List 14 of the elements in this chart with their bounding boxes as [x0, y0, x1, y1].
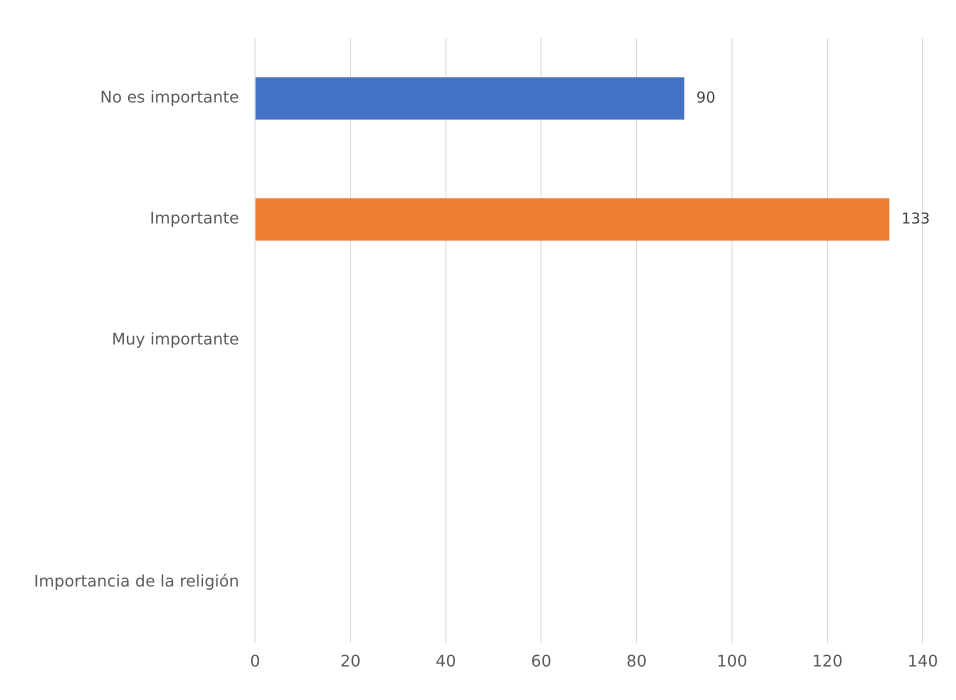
x-tick-label: 0 — [250, 652, 260, 671]
x-tick-label: 100 — [716, 652, 748, 671]
x-tick-label: 120 — [812, 652, 843, 671]
y-tick-label: Importancia de la religión — [34, 571, 240, 590]
x-tick-label: 140 — [907, 652, 938, 671]
x-tick-label: 40 — [436, 652, 456, 671]
x-tick-label: 60 — [531, 652, 552, 671]
x-tick-label: 20 — [340, 652, 361, 671]
y-tick-label: Muy importante — [112, 330, 240, 349]
y-tick-label: No es importante — [100, 88, 240, 107]
data-label: 133 — [901, 209, 930, 228]
x-tick-label: 80 — [626, 652, 647, 671]
data-label: 90 — [696, 88, 716, 106]
y-tick-label: Importante — [150, 208, 240, 228]
